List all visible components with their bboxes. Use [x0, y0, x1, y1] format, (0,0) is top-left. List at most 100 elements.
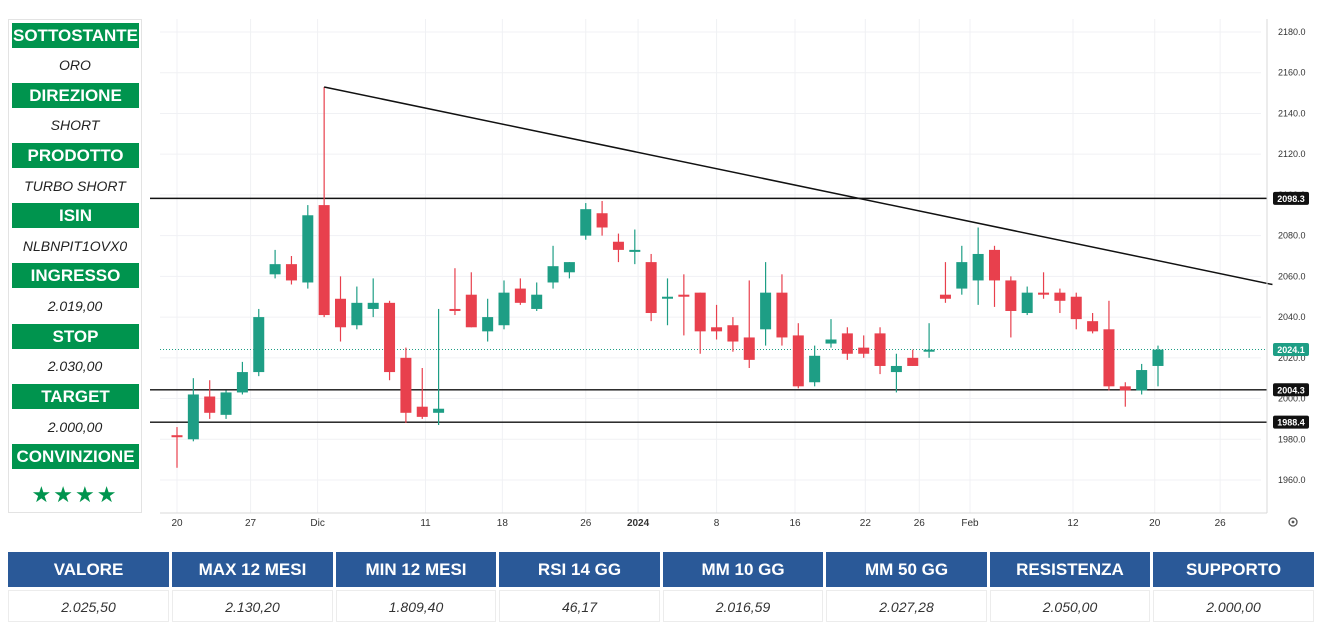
candle-body — [678, 294, 690, 297]
x-tick-label: 27 — [245, 518, 257, 529]
y-tick-label: 1960.0 — [1278, 475, 1306, 485]
candle — [236, 361, 248, 395]
candle — [989, 245, 1000, 307]
header-rsi-14-gg: RSI 14 GG — [499, 552, 660, 587]
candle-body — [989, 249, 1000, 281]
price-badge — [1273, 191, 1309, 205]
x-tick-label: Dic — [310, 518, 324, 529]
y-tick-label: 2040.0 — [1278, 312, 1306, 322]
candle — [498, 280, 510, 330]
candle — [1087, 313, 1099, 334]
candle — [662, 278, 673, 326]
candle-body — [171, 435, 183, 438]
candle — [1103, 300, 1115, 391]
candle-body — [236, 372, 248, 393]
candle — [694, 292, 706, 354]
candle-body — [760, 292, 772, 330]
candle — [923, 323, 935, 358]
y-axis: 1960.0 1980.0 2000.0 2020.0 2040.0 2060.0 2080… — [1266, 19, 1309, 513]
candle — [1021, 286, 1033, 316]
candle — [1152, 345, 1164, 387]
candle — [678, 274, 690, 336]
candle-body — [1136, 370, 1148, 391]
value-resistenza: 2.050,00 — [990, 590, 1150, 622]
candle — [890, 353, 902, 393]
value-valore: 2.025,50 — [8, 590, 169, 622]
candle-body — [547, 266, 559, 283]
price-badge — [1273, 415, 1309, 429]
x-tick-label: 16 — [789, 518, 801, 529]
price-levels — [150, 197, 1267, 423]
candle-body — [743, 337, 755, 360]
candle — [743, 280, 755, 368]
candle-body — [1054, 292, 1066, 301]
indicators-table: VALORE MAX 12 MESI MIN 12 MESI RSI 14 GG… — [8, 552, 1314, 624]
candle-body — [1070, 296, 1082, 320]
header-max-12-mesi: MAX 12 MESI — [172, 552, 333, 587]
product-label: PRODOTTO — [12, 143, 139, 168]
candle — [187, 378, 199, 442]
x-tick-label: 20 — [171, 518, 183, 529]
candle-body — [923, 349, 935, 352]
isin-value: NLBNPIT1OVX0 — [22, 238, 128, 254]
candle — [531, 282, 543, 311]
entry-value: 2.019,00 — [47, 298, 103, 314]
candle — [220, 390, 232, 419]
candle-body — [367, 302, 379, 309]
candle-body — [939, 294, 951, 299]
candle — [318, 86, 330, 318]
candle-body — [1005, 280, 1017, 311]
candle-body — [351, 302, 363, 326]
candle — [416, 368, 428, 419]
candle-body — [711, 327, 723, 332]
x-tick-label: 2024 — [627, 518, 650, 529]
value-max-12-mesi: 2.130,20 — [172, 590, 333, 622]
candle-body — [874, 333, 886, 366]
price-badge-label: 1988.4 — [1277, 418, 1305, 428]
candle — [776, 274, 788, 346]
candle-body — [514, 288, 526, 303]
trade-info-panel: SOTTOSTANTE ORO DIREZIONE SHORT PRODOTTO… — [8, 19, 142, 513]
candle — [580, 203, 592, 240]
candles — [171, 86, 1164, 468]
x-tick-label: 20 — [1149, 518, 1161, 529]
value-mm-50-gg: 2.027,28 — [826, 590, 987, 622]
candle-body — [596, 213, 608, 228]
candle — [792, 323, 804, 389]
candle — [351, 286, 363, 330]
candle-body — [825, 339, 837, 344]
candle-body — [482, 317, 494, 332]
candle — [825, 319, 837, 348]
candle-body — [498, 292, 510, 326]
candle — [612, 233, 624, 263]
header-mm-50-gg: MM 50 GG — [826, 552, 987, 587]
price-badge-label: 2024.1 — [1277, 345, 1305, 355]
price-badge — [1273, 342, 1309, 356]
candle-body — [776, 292, 788, 338]
trendline — [323, 86, 1273, 286]
candle-body — [727, 325, 739, 342]
target-label: TARGET — [12, 384, 139, 409]
candle-body — [187, 394, 199, 440]
price-badge-label: 2098.3 — [1277, 194, 1305, 204]
candle — [645, 253, 657, 322]
x-tick-label: 26 — [580, 518, 592, 529]
candle-body — [563, 262, 575, 273]
candle-body — [465, 294, 477, 328]
chart-grid — [160, 19, 1261, 513]
candle — [1005, 276, 1017, 338]
candle — [1054, 288, 1066, 314]
candle — [514, 278, 526, 305]
x-tick-label: 12 — [1067, 518, 1079, 529]
gear-icon[interactable] — [1288, 517, 1298, 527]
candle-body — [531, 294, 543, 309]
candle-body — [335, 298, 346, 328]
candle-body — [629, 249, 641, 252]
candle — [547, 245, 559, 289]
candle-body — [285, 264, 297, 281]
x-tick-label: 22 — [860, 518, 872, 529]
candle-body — [384, 302, 396, 373]
candle-body — [1038, 292, 1050, 295]
candle — [482, 298, 494, 342]
candle-body — [580, 209, 592, 236]
